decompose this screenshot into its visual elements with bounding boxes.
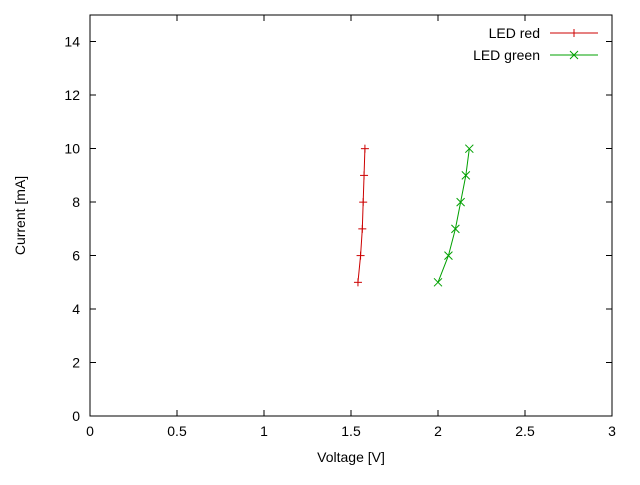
- series-line-x: [437, 148, 470, 283]
- x-marker: [456, 197, 465, 207]
- series-line-plus: [357, 148, 366, 283]
- y-tick-label: 2: [72, 355, 80, 371]
- y-tick-label: 12: [64, 87, 80, 103]
- x-marker: [451, 224, 460, 234]
- y-tick-label: 4: [72, 301, 80, 317]
- x-tick-label: 2.5: [515, 423, 535, 439]
- x-marker: [444, 251, 453, 260]
- y-tick-label: 6: [72, 248, 80, 264]
- x-tick-label: 1: [260, 423, 268, 439]
- x-tick-label: 3: [608, 423, 616, 439]
- x-marker: [461, 171, 471, 180]
- y-tick-label: 8: [72, 194, 80, 210]
- plot-border: [89, 14, 613, 417]
- x-tick-label: 1.5: [341, 423, 361, 439]
- x-axis-label: Voltage [V]: [317, 449, 385, 465]
- y-axis-label: Current [mA]: [12, 176, 28, 255]
- x-tick-label: 2: [434, 423, 442, 439]
- x-marker: [433, 277, 443, 287]
- y-tick-label: 0: [72, 408, 80, 424]
- x-tick-label: 0.5: [167, 423, 187, 439]
- y-tick-label: 14: [64, 34, 80, 50]
- x-tick-label: 0: [86, 423, 94, 439]
- legend-label: LED red: [489, 25, 540, 41]
- x-marker: [464, 144, 474, 154]
- legend-label: LED green: [473, 47, 540, 63]
- x-marker: [569, 50, 579, 60]
- y-tick-label: 10: [64, 141, 80, 157]
